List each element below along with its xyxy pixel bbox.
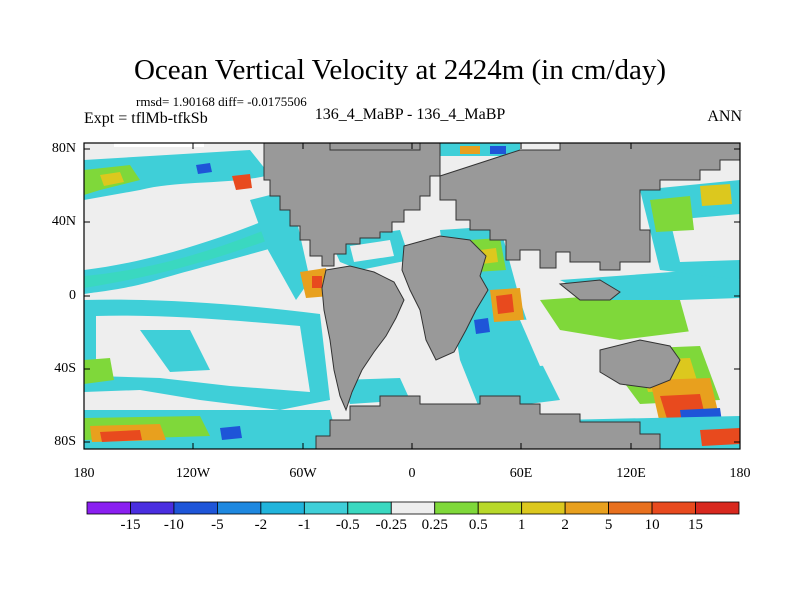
field-patch-west-pacific (540, 290, 700, 340)
colorbar-swatch (216, 501, 262, 515)
colorbar-swatch (303, 501, 349, 515)
field-patch-arctic-blue (490, 146, 506, 154)
field-patch-sw-green (84, 358, 114, 384)
land-maritime (558, 279, 621, 301)
field-patch-southern-ocean-red (100, 430, 142, 442)
colorbar-swatch (173, 501, 218, 515)
colorbar-label: -10 (163, 517, 184, 533)
colorbar (86, 501, 740, 515)
colorbar-swatch (260, 501, 305, 515)
field-patch-pacific-equator-teal (84, 228, 280, 288)
land-africa (401, 235, 489, 361)
lat-label-0: 0 (69, 288, 76, 303)
lon-label-60w: 60W (289, 466, 317, 481)
stats-label: rmsd= 1.90168 diff= -0.0175506 (136, 94, 307, 109)
land-greenland (329, 143, 421, 151)
colorbar-label: 15 (688, 517, 704, 533)
field-patch-north-atlantic-gap (350, 240, 394, 262)
colorbar-swatch (130, 501, 175, 515)
field-patch-se-southern-red (700, 428, 740, 446)
colorbar-swatch (695, 501, 740, 515)
field-patch-peru-red (312, 276, 322, 288)
lon-label-0: 0 (408, 466, 416, 481)
colorbar-swatch (477, 501, 523, 515)
colorbar-swatch (390, 501, 436, 515)
colorbar-swatch (564, 501, 610, 515)
colorbar-label: 2 (561, 517, 569, 533)
field-patch-arctic-orange (460, 146, 480, 154)
plot-area (84, 143, 740, 449)
lon-label-60e: 60E (509, 466, 533, 481)
colorbar-label: 5 (604, 517, 613, 533)
lon-label-120w: 120W (175, 466, 211, 481)
lat-label-40n: 40N (51, 214, 76, 229)
field-patch-kuroshio-yellow (700, 184, 732, 206)
experiment-label: Expt = tflMb-tfkSb (84, 110, 208, 127)
lat-label-80n: 80N (51, 141, 76, 156)
season-label: ANN (707, 108, 742, 125)
subtitle: 136_4_MaBP - 136_4_MaBP (314, 106, 506, 123)
colorbar-swatch (521, 501, 566, 515)
field-patch-kuroshio-green (650, 196, 694, 232)
colorbar-label: -1 (298, 517, 311, 533)
field-patch-alaska-blue (196, 163, 212, 174)
map-title: Ocean Vertical Velocity at 2424m (in cm/… (133, 54, 667, 86)
lon-label-120e: 120E (616, 466, 646, 481)
arctic-bar (114, 143, 204, 147)
field-patch-north-pacific-yellow (100, 172, 124, 186)
colorbar-swatch (434, 501, 479, 515)
colorbar-label: 0.5 (468, 517, 488, 533)
land-australia (599, 339, 681, 389)
land-south-america (321, 265, 405, 412)
colorbar-label: -15 (120, 517, 141, 533)
land-north-america (263, 143, 441, 267)
field-patch-indian-blue (474, 318, 490, 334)
colorbar-label: -2 (254, 517, 268, 533)
field-patch-southern-ocean-blue (220, 426, 242, 440)
colorbar-label: 1 (517, 517, 526, 533)
colorbar-swatch (651, 501, 696, 515)
colorbar-label: -0.25 (375, 517, 407, 533)
land (263, 143, 740, 449)
field-patch-indian-red (496, 294, 514, 314)
lat-label-80s: 80S (54, 434, 76, 449)
colorbar-swatch (86, 501, 131, 515)
lat-label-40s: 40S (54, 361, 76, 376)
land-antarctica (315, 395, 661, 449)
tick-marks (83, 143, 741, 449)
field-patch-north-pacific (84, 150, 270, 200)
field-patch-south-pacific-mid (140, 330, 210, 372)
lon-label-180e: 180 (729, 466, 751, 481)
field-patch-west-pacific-gap (680, 298, 740, 340)
colorbar-label: -0.5 (335, 517, 360, 533)
colorbar-label: -5 (211, 517, 224, 533)
land-eurasia (439, 143, 740, 271)
colorbar-swatch (347, 501, 392, 515)
lon-label-180w: 180 (73, 466, 95, 481)
colorbar-swatch (608, 501, 653, 515)
colorbar-label: 0.25 (421, 517, 448, 533)
field-patch-alaska-red (232, 174, 252, 190)
colorbar-label: 10 (644, 517, 660, 533)
